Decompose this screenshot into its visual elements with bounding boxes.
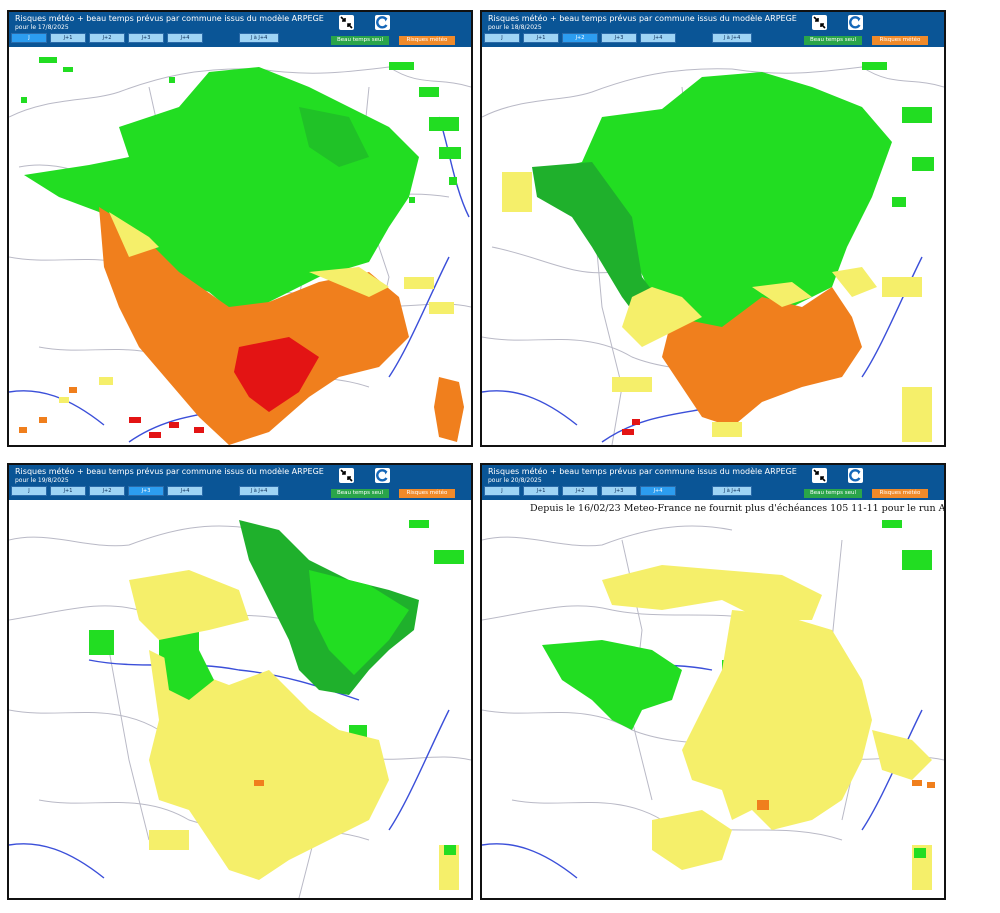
shrink-icon[interactable] <box>339 468 354 483</box>
tab-j2[interactable]: J+2 <box>89 486 125 496</box>
legend-risques[interactable]: Risques météo <box>399 36 455 45</box>
map-panel-day-3: Risques météo + beau temps prévus par co… <box>480 463 946 900</box>
shrink-icon[interactable] <box>812 15 827 30</box>
panel-title: Risques météo + beau temps prévus par co… <box>15 467 324 476</box>
refresh-icon[interactable] <box>375 468 390 483</box>
legend-beau-temps[interactable]: Beau temps seul <box>331 489 389 498</box>
forecast-map <box>9 520 471 898</box>
legend-risques[interactable]: Risques météo <box>872 36 928 45</box>
tab-j1[interactable]: J+1 <box>50 33 86 43</box>
panel-title: Risques météo + beau temps prévus par co… <box>488 14 797 23</box>
tab-j1[interactable]: J+1 <box>523 33 559 43</box>
tab-j-to-j4[interactable]: J à J+4 <box>239 33 279 43</box>
tab-j-to-j4[interactable]: J à J+4 <box>712 33 752 43</box>
panel-header: Risques météo + beau temps prévus par co… <box>482 12 944 47</box>
panel-date: pour le 18/8/2025 <box>488 24 542 31</box>
legend-beau-temps[interactable]: Beau temps seul <box>804 489 862 498</box>
shrink-icon[interactable] <box>339 15 354 30</box>
refresh-icon[interactable] <box>375 15 390 30</box>
tab-j3[interactable]: J+3 <box>128 33 164 43</box>
forecast-map <box>9 57 471 445</box>
panel-date: pour le 20/8/2025 <box>488 477 542 484</box>
panel-header: Risques météo + beau temps prévus par co… <box>482 465 944 500</box>
tab-j2[interactable]: J+2 <box>562 486 598 496</box>
tab-j3[interactable]: J+3 <box>128 486 164 496</box>
panel-date: pour le 17/8/2025 <box>15 24 69 31</box>
tab-j[interactable]: J <box>11 33 47 43</box>
shrink-icon[interactable] <box>812 468 827 483</box>
tab-j4[interactable]: J+4 <box>167 486 203 496</box>
tab-j1[interactable]: J+1 <box>523 486 559 496</box>
tab-j3[interactable]: J+3 <box>601 486 637 496</box>
tab-j1[interactable]: J+1 <box>50 486 86 496</box>
legend-risques[interactable]: Risques météo <box>399 489 455 498</box>
refresh-icon[interactable] <box>848 15 863 30</box>
panel-header: Risques météo + beau temps prévus par co… <box>9 465 471 500</box>
tab-j[interactable]: J <box>484 486 520 496</box>
map-panel-day-2: Risques météo + beau temps prévus par co… <box>7 463 473 900</box>
panel-title: Risques météo + beau temps prévus par co… <box>15 14 324 23</box>
tab-j4[interactable]: J+4 <box>640 33 676 43</box>
tab-j[interactable]: J <box>11 486 47 496</box>
refresh-icon[interactable] <box>848 468 863 483</box>
map-panel-day-0: Risques météo + beau temps prévus par co… <box>7 10 473 447</box>
tab-j4[interactable]: J+4 <box>640 486 676 496</box>
tab-j-to-j4[interactable]: J à J+4 <box>239 486 279 496</box>
tab-j[interactable]: J <box>484 33 520 43</box>
forecast-map <box>482 520 944 890</box>
tab-j3[interactable]: J+3 <box>601 33 637 43</box>
tab-j2[interactable]: J+2 <box>89 33 125 43</box>
legend-beau-temps[interactable]: Beau temps seul <box>804 36 862 45</box>
tab-j2[interactable]: J+2 <box>562 33 598 43</box>
forecast-map <box>482 62 944 445</box>
panel-title: Risques météo + beau temps prévus par co… <box>488 467 797 476</box>
notice-text: Depuis le 16/02/23 Meteo-France ne fourn… <box>530 503 946 514</box>
legend-risques[interactable]: Risques météo <box>872 489 928 498</box>
legend-beau-temps[interactable]: Beau temps seul <box>331 36 389 45</box>
panel-date: pour le 19/8/2025 <box>15 477 69 484</box>
tab-j-to-j4[interactable]: J à J+4 <box>712 486 752 496</box>
map-panel-day-1: Risques météo + beau temps prévus par co… <box>480 10 946 447</box>
tab-j4[interactable]: J+4 <box>167 33 203 43</box>
panel-header: Risques météo + beau temps prévus par co… <box>9 12 471 47</box>
